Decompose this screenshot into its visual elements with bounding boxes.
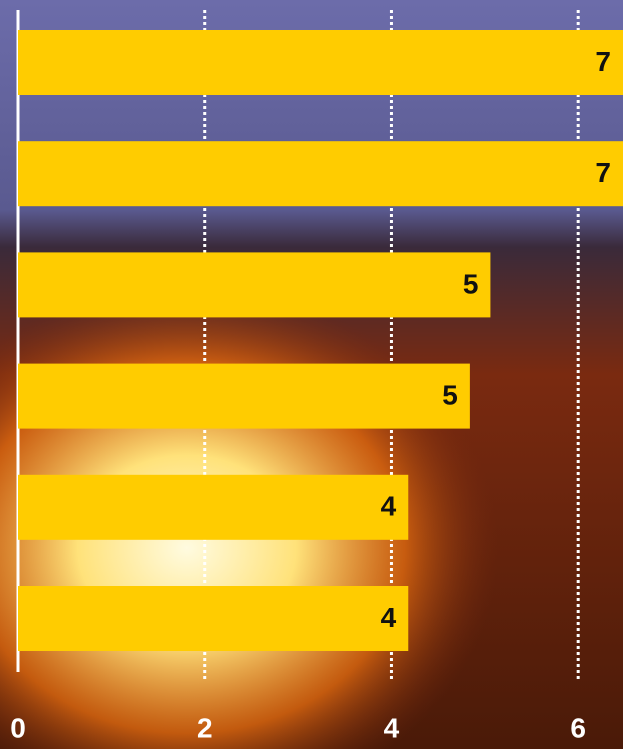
bar bbox=[18, 252, 491, 318]
x-tick-label: 4 bbox=[384, 712, 400, 743]
bar bbox=[18, 30, 623, 95]
bar bbox=[18, 586, 409, 651]
value-label: 4 bbox=[381, 491, 397, 522]
value-label: 5 bbox=[442, 379, 458, 410]
value-label: 7 bbox=[595, 157, 611, 188]
value-label: 4 bbox=[381, 602, 397, 633]
x-tick-label: 6 bbox=[570, 712, 586, 743]
bar bbox=[18, 141, 623, 207]
x-tick-label: 0 bbox=[10, 712, 26, 743]
x-tick-label: 2 bbox=[197, 712, 213, 743]
value-label: 5 bbox=[463, 268, 479, 299]
value-label: 7 bbox=[595, 46, 611, 77]
bar bbox=[18, 474, 409, 540]
bar bbox=[18, 363, 470, 429]
